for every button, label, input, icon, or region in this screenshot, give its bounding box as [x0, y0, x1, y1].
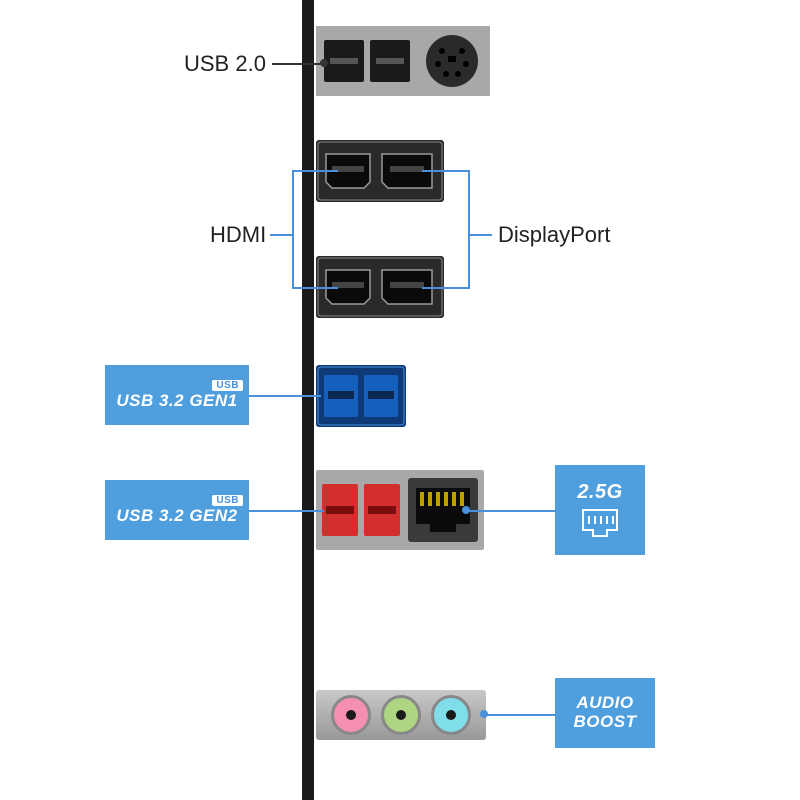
dp-bracket-bot	[422, 287, 470, 289]
callout-audio-dot	[480, 710, 488, 718]
callout-gen2	[249, 510, 324, 512]
audio-jack-blue	[431, 695, 471, 735]
displayport-label: DisplayPort	[498, 222, 610, 248]
lan-badge: 2.5G	[555, 465, 645, 555]
audio-panel	[316, 690, 486, 740]
usb32gen1-panel	[316, 365, 406, 427]
audioboost-badge: AUDIO BOOST	[555, 678, 655, 748]
callout-usb20-dot	[320, 59, 328, 67]
usb-small-2: USB	[212, 495, 243, 506]
dp-bracket-top	[422, 170, 470, 172]
audio-jack-pink	[331, 695, 371, 735]
callout-lan-dot	[462, 506, 470, 514]
callout-gen1	[249, 395, 321, 397]
hdmi-bracket-bot	[292, 287, 338, 289]
usb20-panel	[316, 26, 490, 96]
usb32gen2-badge-text: USB 3.2 GEN2	[116, 506, 237, 526]
hdmi-label: HDMI	[210, 222, 266, 248]
dp-bracket-v	[468, 170, 470, 288]
audio-jack-green	[381, 695, 421, 735]
dp-bracket-stem	[468, 234, 492, 236]
hdmi-bracket-v	[292, 170, 294, 288]
hdmi-bracket-top	[292, 170, 338, 172]
audioboost-text: AUDIO BOOST	[574, 694, 637, 731]
usb32gen2-badge: USB USB 3.2 GEN2	[105, 480, 249, 540]
callout-usb20-h	[272, 63, 322, 65]
vertical-stripe	[302, 0, 314, 800]
callout-lan	[466, 510, 556, 512]
lan-badge-text: 2.5G	[577, 481, 622, 504]
usb-small-1: USB	[212, 380, 243, 391]
callout-audio	[484, 714, 556, 716]
usb32gen2-panel	[316, 470, 484, 550]
usb32gen1-badge: USB USB 3.2 GEN1	[105, 365, 249, 425]
ethernet-icon	[579, 508, 621, 540]
usb20-label: USB 2.0	[184, 51, 266, 77]
hdmi-bracket-stem	[270, 234, 292, 236]
usb32gen1-badge-text: USB 3.2 GEN1	[116, 391, 237, 411]
